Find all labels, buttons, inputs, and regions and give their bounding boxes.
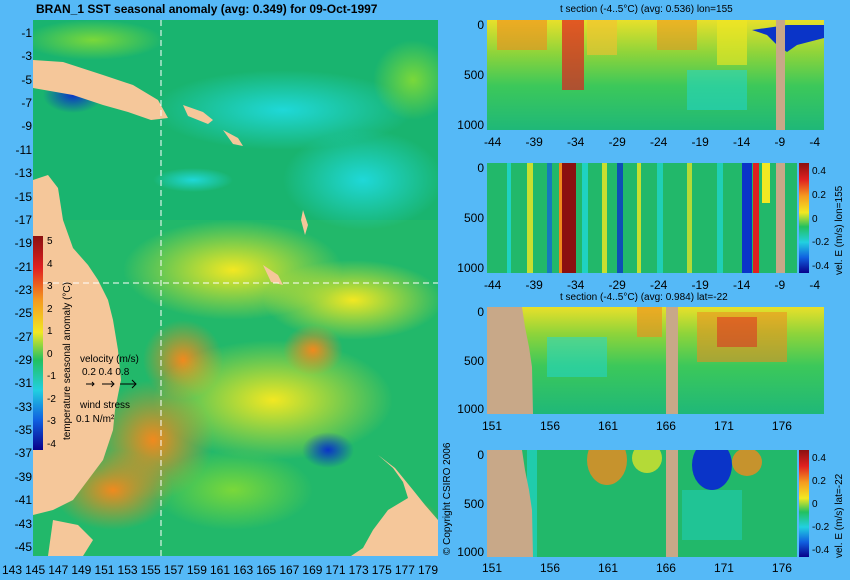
wind-legend-value: 0.1 N/m² [76, 414, 115, 425]
map-lat-axis: -1 -3 -5 -7 -9 -11 -13 -15 -17 -19 -21 -… [14, 26, 32, 554]
solomon-islands [183, 105, 213, 124]
panel4-x-axis: 151 156 161 166 171 176 [482, 561, 792, 575]
vel-colorbar-lon-label: vel. E (m/s) lon=155 [834, 185, 845, 275]
sst-colorbar [33, 236, 43, 450]
panel-vel-section-lat [487, 450, 797, 557]
sst-map [33, 20, 438, 556]
tasmania-land [48, 520, 93, 556]
panel2-x-axis: -44 -39 -34 -29 -24 -19 -14 -9 -4 [484, 278, 820, 292]
panel2-y-axis: 0 500 1000 [457, 161, 484, 275]
australia-land [33, 175, 121, 515]
panel1-y-axis: 0 500 1000 [457, 18, 484, 132]
panel-t-section-lat [487, 307, 824, 414]
panel4-y-axis: 0 500 1000 [457, 448, 484, 559]
copyright-text: © Copyright CSIRO 2006 [442, 442, 453, 555]
velocity-legend-values: 0.2 0.4 0.8 [82, 367, 130, 378]
new-zealand-land [351, 455, 438, 556]
map-lon-axis: 143 145 147 149 151 153 155 157 159 161 … [2, 563, 438, 577]
velocity-legend-title: velocity (m/s) [80, 354, 139, 365]
panel3-y-axis: 0 500 1000 [457, 305, 484, 416]
velocity-legend-arrows [86, 379, 137, 389]
sst-anomaly-field [33, 20, 438, 540]
sst-colorbar-ticks: 5 4 3 2 1 0 -1 -2 -3 -4 [47, 236, 56, 450]
panel-title-t-section-lon: t section (-4..5°C) (avg: 0.536) lon=155 [560, 4, 733, 15]
vel-colorbar-lat [799, 450, 809, 557]
new-guinea-land [33, 60, 168, 120]
panel-vel-section-lon [487, 163, 797, 273]
panel3-x-axis: 151 156 161 166 171 176 [482, 419, 792, 433]
vel-colorbar-lon [799, 163, 809, 273]
sst-colorbar-label: temperature seasonal anomaly (°C) [62, 282, 73, 440]
vel-colorbar-lon-ticks: 0.4 0.2 0 -0.2 -0.4 [812, 166, 830, 272]
panel-t-section-lon [487, 20, 824, 130]
vel-colorbar-lat-label: vel. E (m/s) lat=-22 [834, 473, 845, 558]
panel1-x-axis: -44 -39 -34 -29 -24 -19 -14 -9 -4 [484, 135, 820, 149]
panel-title-t-section-lat: t section (-4..5°C) (avg: 0.984) lat=-22 [560, 292, 728, 303]
map-title: BRAN_1 SST seasonal anomaly (avg: 0.349)… [36, 2, 378, 16]
wind-legend-title: wind stress [80, 400, 131, 411]
vel-colorbar-lat-ticks: 0.4 0.2 0 -0.2 -0.4 [812, 453, 830, 556]
